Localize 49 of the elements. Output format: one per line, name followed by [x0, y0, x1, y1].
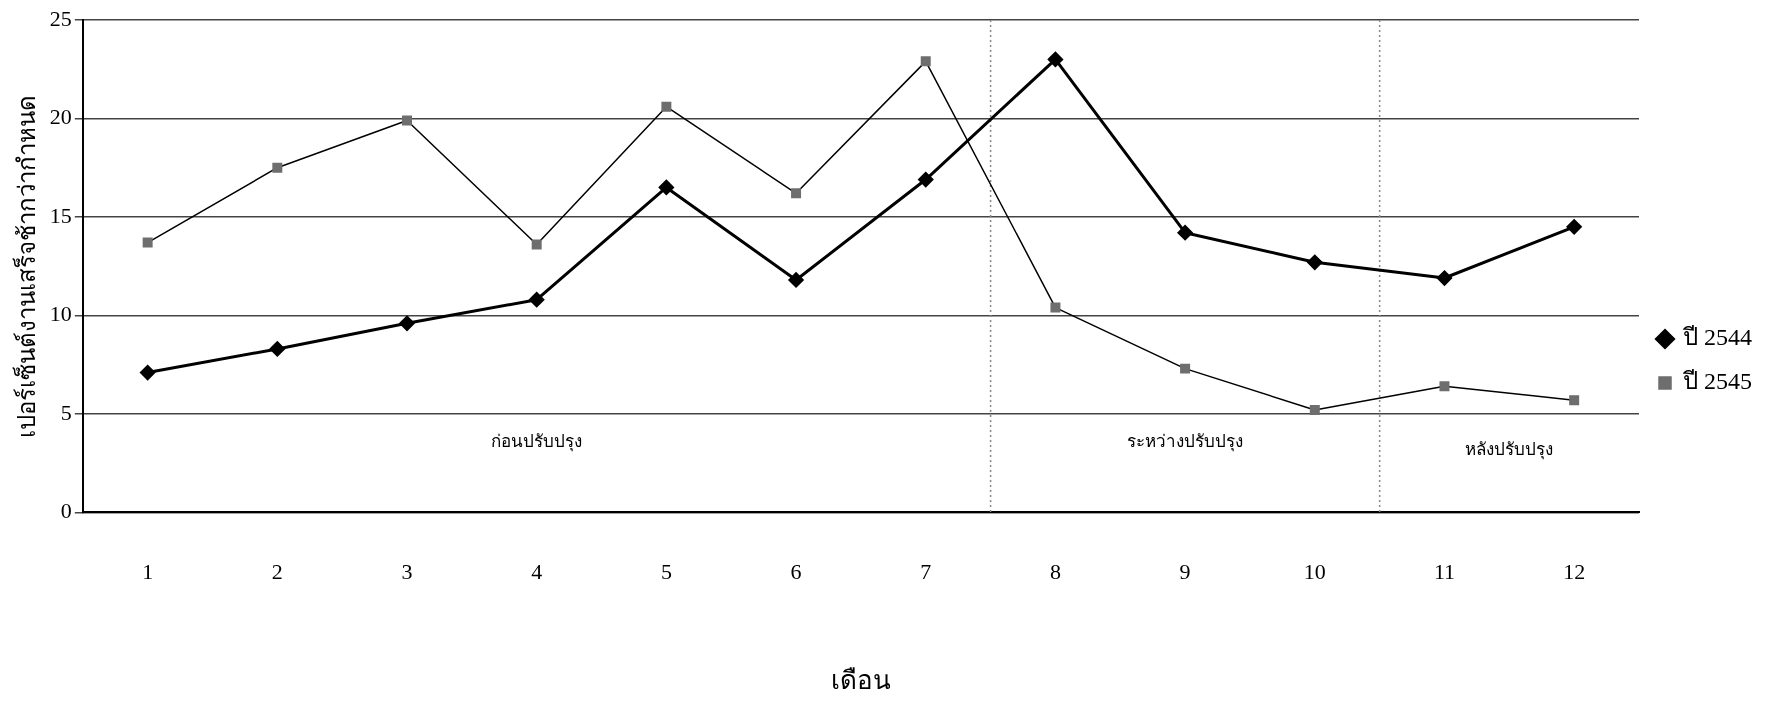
annotation: ก่อนปรับปรุง [491, 431, 583, 452]
y-tick-label: 15 [49, 202, 72, 228]
x-tick-label: 5 [660, 559, 672, 585]
point [1439, 381, 1450, 392]
y-tick-label: 5 [60, 399, 72, 425]
point [791, 188, 802, 199]
x-tick-label: 12 [1563, 559, 1586, 585]
point [1177, 225, 1193, 241]
x-tick-label: 7 [920, 559, 932, 585]
point [531, 239, 542, 250]
y-tick-label: 0 [60, 498, 72, 524]
point [1436, 270, 1452, 286]
point [1050, 302, 1061, 313]
x-axis-title: เดือน [830, 666, 891, 696]
y-tick-label: 10 [49, 301, 72, 327]
x-tick-label: 2 [271, 559, 283, 585]
point [1180, 363, 1191, 374]
annotation: ระหว่างปรับปรุง [1127, 431, 1244, 452]
x-tick-label: 3 [401, 559, 413, 585]
x-tick-label: 8 [1049, 559, 1061, 585]
point [142, 237, 153, 248]
x-tick-label: 6 [790, 559, 802, 585]
y-axis-title: เปอร์เซ็นต์งานเสร็จช้ากว่ากำหนด [11, 94, 40, 438]
point [918, 172, 934, 188]
point [529, 292, 545, 308]
y-tick-label: 20 [49, 104, 72, 130]
y-tick-label: 25 [49, 5, 72, 31]
point [1047, 51, 1063, 67]
point [399, 315, 415, 331]
point [788, 272, 804, 288]
point [402, 115, 412, 126]
x-tick-label: 4 [531, 559, 543, 585]
legend-label: ปี 2545 [1682, 368, 1752, 395]
x-tick-label: 1 [142, 559, 154, 585]
point [1307, 254, 1323, 270]
point [272, 162, 283, 173]
x-tick-label: 10 [1303, 559, 1326, 585]
point [140, 365, 156, 381]
point [920, 56, 931, 67]
point [658, 179, 674, 195]
point [269, 341, 285, 357]
x-tick-label: 9 [1179, 559, 1191, 585]
legend-label: ปี 2544 [1682, 324, 1752, 351]
x-tick-label: 11 [1433, 559, 1456, 585]
point [1309, 404, 1320, 415]
point [1569, 395, 1580, 406]
point [661, 101, 672, 112]
annotation: หลังปรับปรุง [1465, 439, 1554, 460]
point [1566, 219, 1582, 235]
